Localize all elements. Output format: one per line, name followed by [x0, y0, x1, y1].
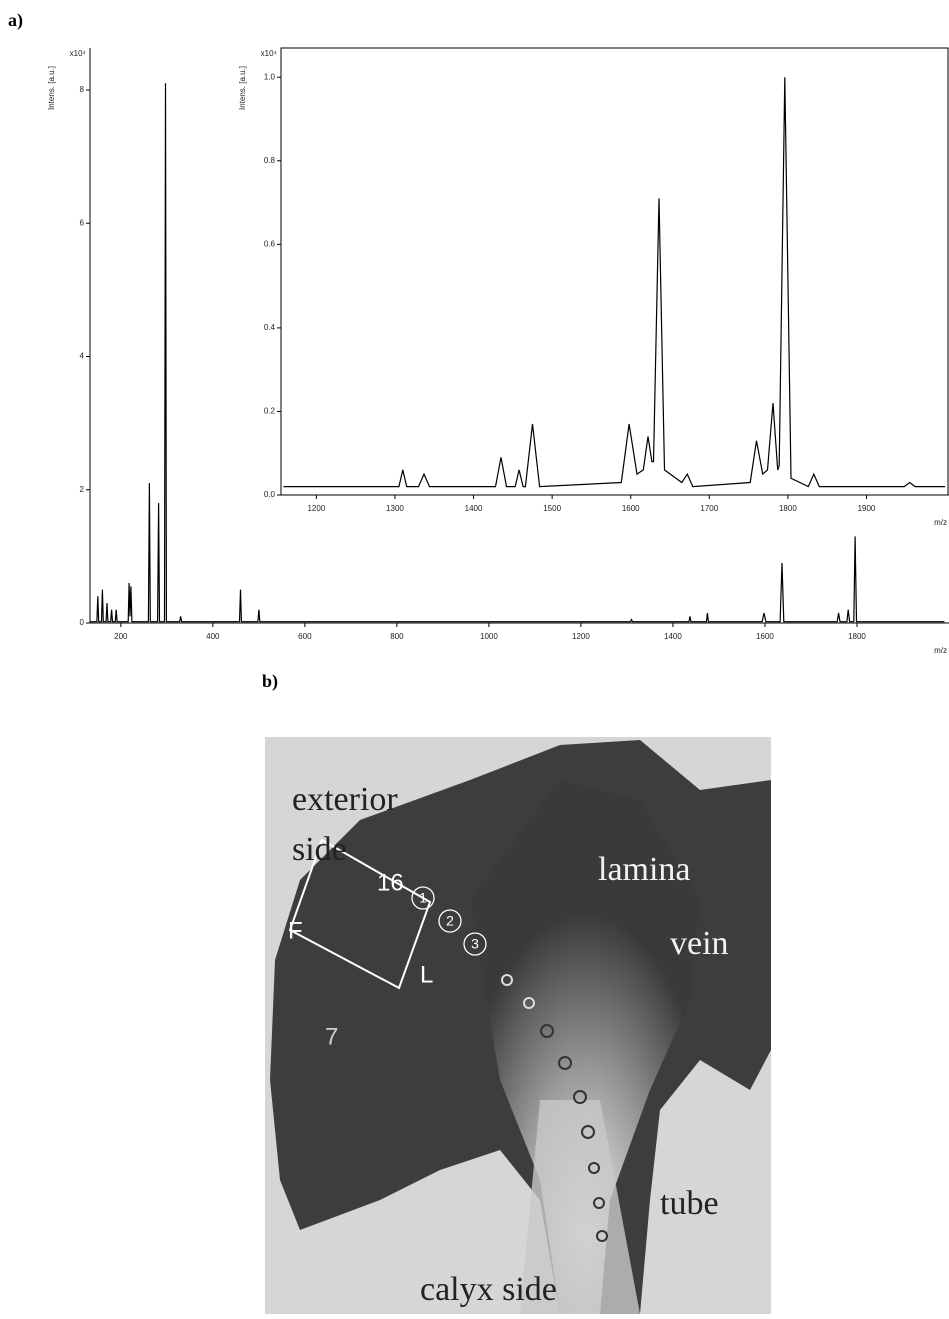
panel-label: b) [262, 671, 278, 692]
x-tick-label: 1900 [858, 504, 876, 513]
photo-label: 3 [471, 936, 479, 952]
y-tick-label: 0.2 [264, 407, 276, 416]
photo-label: side [292, 831, 347, 868]
x-tick-label: 400 [206, 632, 220, 641]
y-axis-title: Intens. [a.u.] [238, 66, 247, 110]
x-tick-label: 1500 [543, 504, 561, 513]
x-tick-label: 1200 [307, 504, 325, 513]
panel-label: a) [8, 10, 23, 31]
x-tick-label: 1300 [386, 504, 404, 513]
y-axis-title: Intens. [a.u.] [47, 66, 56, 110]
spectrum-chart: 0.0 0.2 0.4 0.6 0.8 1.0 1200 1300 1400 1500 1600 17… [238, 47, 949, 527]
x-tick-label: 1600 [756, 632, 774, 641]
y-tick-label: 0 [80, 618, 85, 627]
photo-label: calyx side [420, 1271, 557, 1308]
photo-label: L [420, 961, 433, 988]
photo-label: 16 [377, 869, 404, 896]
x-tick-label: 1800 [848, 632, 866, 641]
photo-label: 2 [446, 913, 454, 929]
x-tick-label: 200 [114, 632, 128, 641]
y-tick-label: 0.8 [264, 156, 276, 165]
x-tick-label: 1700 [700, 504, 718, 513]
y-tick-label: 8 [80, 85, 85, 94]
photo-label: vein [670, 925, 729, 962]
inset-frame [280, 47, 949, 496]
y-tick-label: 4 [80, 352, 85, 361]
photo-label: 7 [325, 1023, 338, 1050]
spectrum-line [90, 83, 945, 623]
y-tick-label: 6 [80, 218, 85, 227]
spectrum-line [283, 77, 946, 488]
x-tick-label: 1800 [779, 504, 797, 513]
x-tick-label: 600 [298, 632, 312, 641]
y-unit: x10⁴ [261, 49, 278, 58]
x-tick-label: 1600 [622, 504, 640, 513]
photo-label: tube [660, 1185, 719, 1222]
y-unit: x10⁴ [70, 49, 87, 58]
y-tick-label: 0.0 [264, 490, 276, 499]
x-tick-label: 1000 [480, 632, 498, 641]
photo-label: lamina [598, 851, 691, 888]
y-tick-label: 1.0 [264, 72, 276, 81]
x-axis-title: m/z [934, 518, 947, 527]
x-tick-label: 1400 [664, 632, 682, 641]
y-tick-label: 2 [80, 485, 85, 494]
x-tick-label: 1200 [572, 632, 590, 641]
photo-label: F [288, 917, 303, 944]
flower-photo [265, 737, 771, 1314]
y-tick-label: 0.6 [264, 239, 276, 248]
spectrum-chart: 0 2 4 6 8 200 400 600 800 1000 1200 1400 1600 1800 Int… [47, 48, 949, 655]
x-axis-title: m/z [934, 646, 947, 655]
x-tick-label: 1400 [465, 504, 483, 513]
y-tick-label: 0.4 [264, 323, 276, 332]
photo-label: exterior [292, 781, 398, 818]
photo-label: 1 [419, 890, 427, 906]
x-tick-label: 800 [390, 632, 404, 641]
